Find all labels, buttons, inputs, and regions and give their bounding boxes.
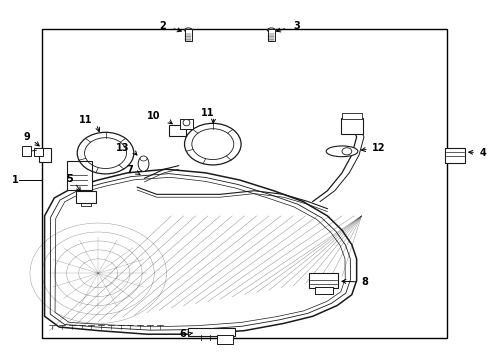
- FancyBboxPatch shape: [34, 148, 42, 156]
- Text: 6: 6: [179, 329, 185, 339]
- Text: 12: 12: [371, 143, 385, 153]
- FancyBboxPatch shape: [341, 113, 361, 120]
- FancyBboxPatch shape: [180, 120, 192, 129]
- FancyBboxPatch shape: [340, 118, 362, 134]
- FancyBboxPatch shape: [184, 29, 191, 41]
- FancyBboxPatch shape: [309, 273, 337, 288]
- FancyBboxPatch shape: [267, 29, 274, 41]
- Ellipse shape: [325, 146, 357, 157]
- Text: 8: 8: [361, 277, 367, 287]
- Text: 11: 11: [79, 115, 92, 125]
- FancyBboxPatch shape: [22, 146, 31, 156]
- FancyBboxPatch shape: [169, 126, 185, 136]
- Text: 1: 1: [12, 175, 19, 185]
- Ellipse shape: [183, 120, 189, 126]
- Text: 10: 10: [147, 111, 160, 121]
- Text: 13: 13: [116, 143, 129, 153]
- Ellipse shape: [267, 28, 275, 32]
- FancyBboxPatch shape: [445, 148, 464, 163]
- FancyBboxPatch shape: [66, 161, 92, 190]
- FancyBboxPatch shape: [217, 335, 232, 343]
- FancyBboxPatch shape: [314, 287, 332, 294]
- FancyBboxPatch shape: [39, 148, 51, 162]
- Text: 5: 5: [66, 174, 73, 184]
- Ellipse shape: [184, 28, 192, 32]
- Text: 3: 3: [293, 21, 300, 31]
- Ellipse shape: [140, 156, 147, 161]
- Text: 4: 4: [479, 148, 485, 158]
- Text: 9: 9: [23, 132, 30, 142]
- Ellipse shape: [341, 148, 351, 155]
- Ellipse shape: [138, 156, 149, 171]
- Bar: [42, 30, 446, 338]
- Text: 2: 2: [160, 21, 166, 31]
- FancyBboxPatch shape: [76, 191, 96, 203]
- FancyBboxPatch shape: [187, 328, 235, 336]
- Text: 7: 7: [126, 165, 133, 175]
- Text: 11: 11: [201, 108, 214, 118]
